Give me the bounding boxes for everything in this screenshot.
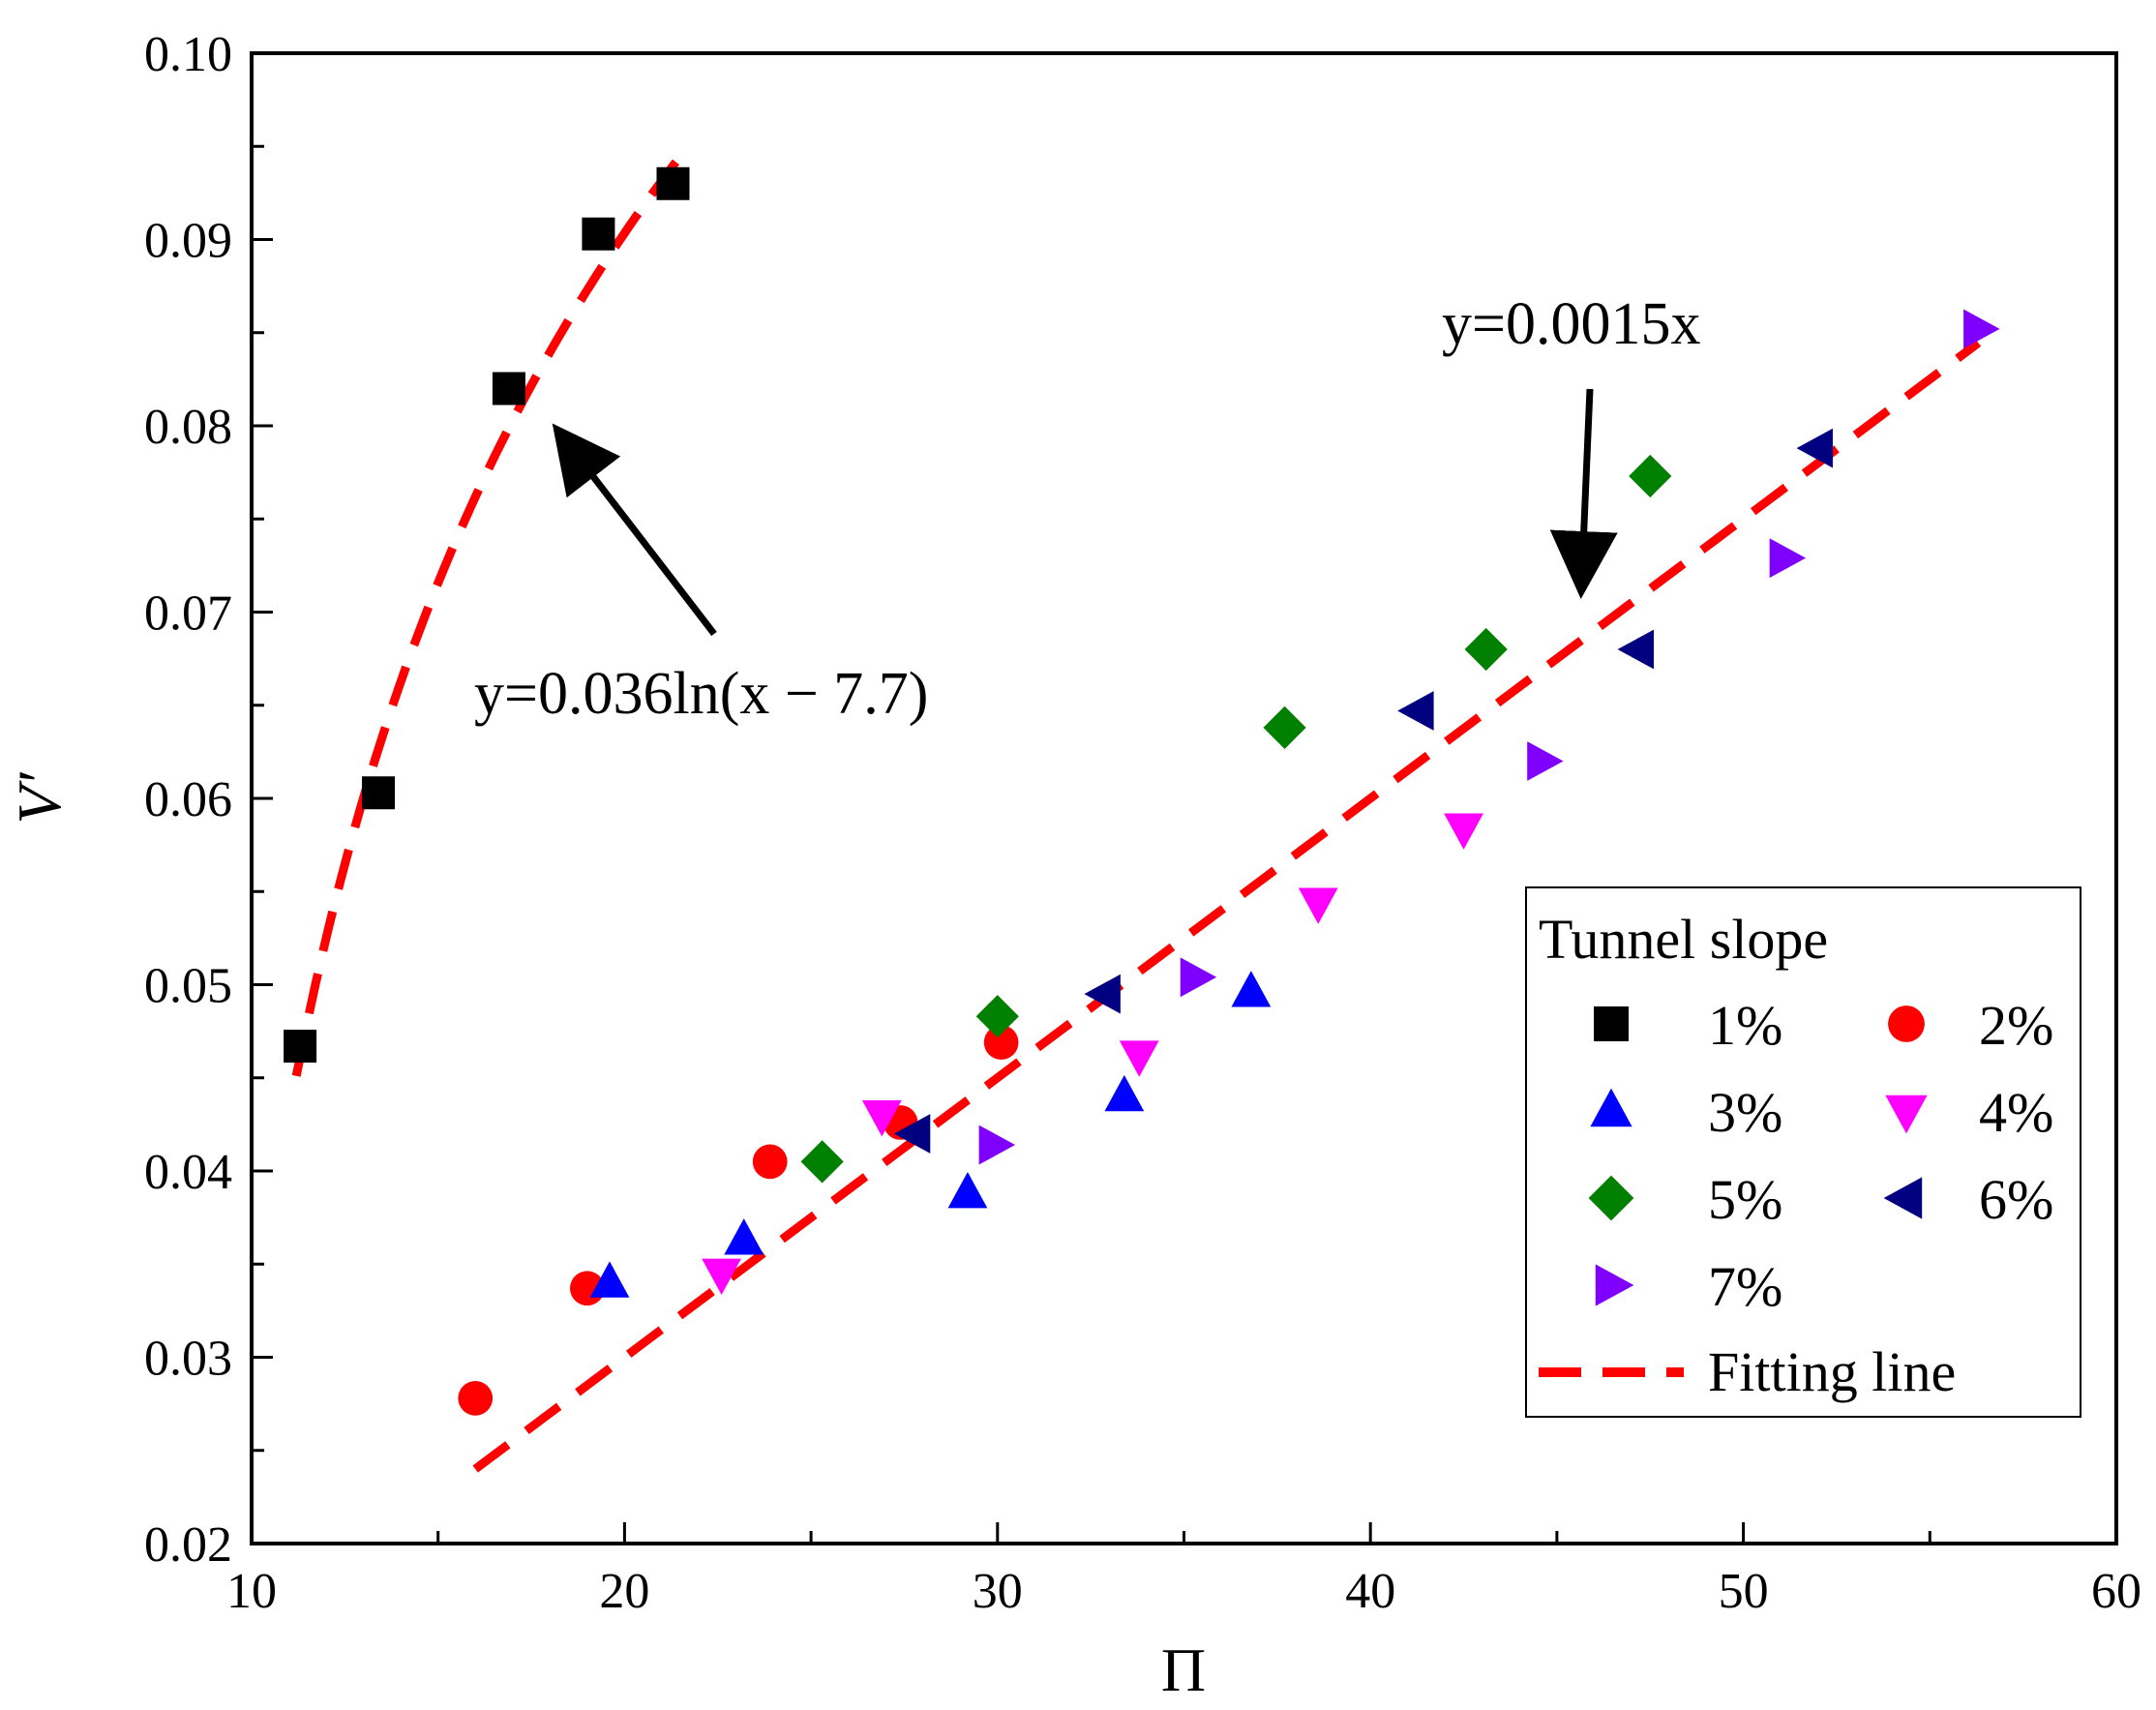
fitting-lines bbox=[291, 153, 1982, 1473]
data-point-slope-1 bbox=[656, 166, 690, 200]
legend-fit-label: Fitting line bbox=[1708, 1340, 1956, 1403]
data-point-slope-4 bbox=[1119, 1040, 1159, 1077]
legend-marker-4 bbox=[1885, 1095, 1928, 1134]
data-point-slope-6 bbox=[893, 1114, 931, 1154]
legend-marker-5 bbox=[1588, 1175, 1634, 1221]
data-point-slope-2 bbox=[458, 1381, 494, 1416]
data-point-slope-5 bbox=[975, 995, 1019, 1038]
data-point-slope-3 bbox=[947, 1172, 988, 1209]
data-point-slope-6 bbox=[1796, 428, 1833, 468]
legend-marker-3 bbox=[1590, 1088, 1632, 1127]
data-point-slope-1 bbox=[284, 1030, 317, 1064]
data-point-slope-5 bbox=[1464, 627, 1508, 672]
data-point-slope-5 bbox=[1629, 454, 1672, 498]
x-tick-label: 50 bbox=[1719, 1564, 1769, 1619]
annotation-log-fit: y=0.036ln(x − 7.7) bbox=[474, 423, 928, 727]
y-tick-label: 0.09 bbox=[144, 214, 232, 269]
data-point-slope-7 bbox=[1180, 957, 1217, 998]
x-tick-label: 20 bbox=[599, 1564, 649, 1619]
x-tick-label: 40 bbox=[1345, 1564, 1395, 1619]
annotation-log-equation: y=0.036ln(x − 7.7) bbox=[474, 661, 928, 727]
legend-label-3: 3% bbox=[1708, 1081, 1782, 1144]
y-tick-label: 0.04 bbox=[144, 1145, 232, 1200]
x-tick-label: 30 bbox=[973, 1564, 1023, 1619]
annotation-linear-equation: y=0.0015x bbox=[1442, 291, 1700, 357]
data-point-slope-6 bbox=[1397, 691, 1434, 731]
y-tick-label: 0.05 bbox=[144, 959, 232, 1014]
fit-line-log bbox=[291, 153, 684, 1077]
data-point-slope-4 bbox=[1298, 887, 1338, 924]
data-point-slope-4 bbox=[1444, 813, 1483, 850]
data-point-slope-6 bbox=[1617, 629, 1654, 670]
legend-label-5: 5% bbox=[1708, 1168, 1782, 1231]
x-tick-label: 60 bbox=[2091, 1564, 2141, 1619]
y-tick-label: 0.06 bbox=[144, 772, 232, 827]
data-point-slope-7 bbox=[1963, 309, 2000, 349]
legend-label-6: 6% bbox=[1979, 1168, 2053, 1231]
legend-label-1: 1% bbox=[1708, 994, 1782, 1057]
y-tick-label: 0.07 bbox=[144, 586, 232, 642]
data-point-slope-5 bbox=[1263, 705, 1306, 749]
y-tick-label: 0.08 bbox=[144, 400, 232, 455]
legend-marker-7 bbox=[1595, 1264, 1634, 1306]
y-tick-label: 0.10 bbox=[144, 27, 232, 82]
data-point-slope-2 bbox=[752, 1144, 788, 1180]
data-point-slope-3 bbox=[1104, 1074, 1145, 1112]
data-point-slope-7 bbox=[1769, 538, 1807, 579]
annotation-arrow-linear bbox=[1549, 388, 1618, 599]
legend: Tunnel slope 1% 2% 3% 4% 5% 6% 7% Fitting line bbox=[1525, 886, 2081, 1418]
data-point-slope-1 bbox=[362, 776, 396, 810]
legend-items: 1% 2% 3% 4% 5% 6% 7% bbox=[1588, 994, 2053, 1318]
data-point-slope-4 bbox=[861, 1099, 902, 1137]
y-tick-label: 0.02 bbox=[144, 1517, 232, 1573]
data-point-slope-1 bbox=[582, 217, 615, 251]
legend-title: Tunnel slope bbox=[1539, 908, 1828, 971]
data-point-slope-5 bbox=[800, 1140, 844, 1184]
data-point-slope-7 bbox=[978, 1125, 1016, 1165]
data-point-slope-1 bbox=[492, 372, 525, 405]
data-point-slope-3 bbox=[589, 1261, 630, 1298]
data-points bbox=[284, 166, 2000, 1416]
data-point-slope-2 bbox=[983, 1025, 1019, 1061]
data-point-slope-6 bbox=[1084, 974, 1121, 1014]
plot-frame bbox=[250, 51, 2118, 1545]
y-axis-label: V′ bbox=[5, 771, 74, 824]
data-point-slope-4 bbox=[702, 1258, 742, 1295]
x-tick-label: 10 bbox=[226, 1564, 277, 1619]
fit-line-linear bbox=[472, 339, 1982, 1473]
y-tick-label: 0.03 bbox=[144, 1332, 232, 1387]
axis-ticks: 10 20 30 40 50 60 0.02 0.03 0.04 0.05 0.06 0.07 0.08… bbox=[144, 27, 2141, 1619]
legend-marker-2 bbox=[1888, 1005, 1925, 1042]
legend-label-4: 4% bbox=[1979, 1081, 2053, 1144]
legend-box bbox=[1525, 886, 2081, 1418]
annotation-arrow-log bbox=[552, 423, 717, 637]
legend-label-2: 2% bbox=[1979, 994, 2053, 1057]
legend-marker-1 bbox=[1594, 1006, 1629, 1041]
data-point-slope-3 bbox=[724, 1218, 764, 1255]
x-axis-label: Π bbox=[1161, 1635, 1206, 1704]
data-point-slope-3 bbox=[1231, 971, 1272, 1007]
legend-label-7: 7% bbox=[1708, 1255, 1782, 1318]
annotation-linear-fit: y=0.0015x bbox=[1442, 291, 1700, 599]
data-point-slope-7 bbox=[1527, 741, 1564, 781]
legend-marker-6 bbox=[1883, 1177, 1923, 1219]
